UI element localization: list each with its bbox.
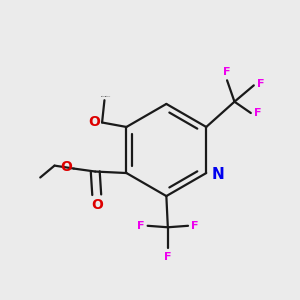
Text: N: N	[212, 167, 224, 182]
Text: methoxy: methoxy	[104, 96, 111, 97]
Text: O: O	[91, 198, 103, 212]
Text: F: F	[223, 67, 231, 77]
Text: F: F	[164, 252, 172, 262]
Text: O: O	[89, 115, 100, 129]
Text: methoxy: methoxy	[101, 95, 108, 97]
Text: F: F	[137, 221, 145, 231]
Text: F: F	[254, 108, 261, 118]
Text: F: F	[191, 221, 199, 231]
Text: O: O	[61, 160, 72, 174]
Text: F: F	[257, 79, 264, 89]
